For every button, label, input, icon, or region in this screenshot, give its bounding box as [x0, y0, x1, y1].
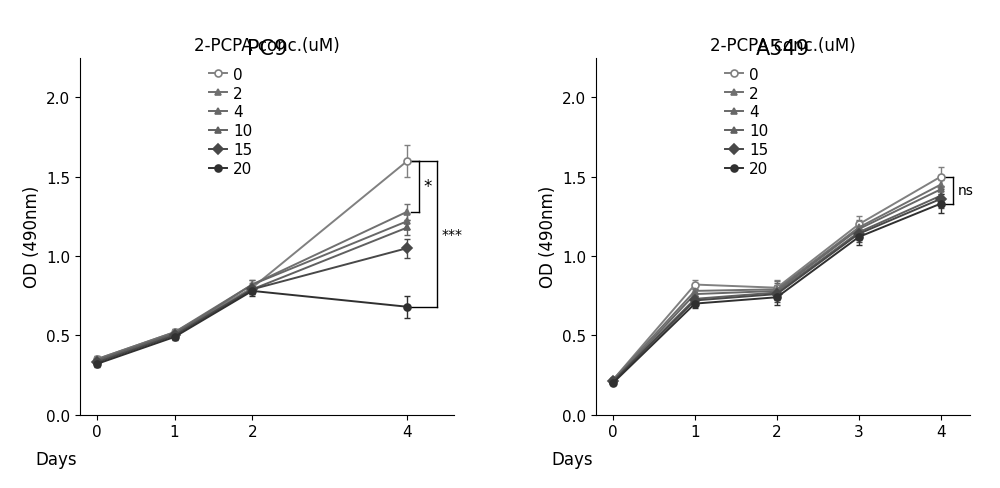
Text: Days: Days — [551, 450, 593, 468]
Title: PC9: PC9 — [247, 39, 287, 59]
Text: 2-PCPA conc.(uM): 2-PCPA conc.(uM) — [194, 37, 340, 55]
Text: ns: ns — [958, 184, 974, 198]
Legend: 0, 2, 4, 10, 15, 20: 0, 2, 4, 10, 15, 20 — [723, 66, 770, 178]
Text: Days: Days — [35, 450, 77, 468]
Text: *: * — [424, 178, 432, 196]
Y-axis label: OD (490nm): OD (490nm) — [23, 185, 41, 288]
Title: A549: A549 — [756, 39, 810, 59]
Text: ***: *** — [442, 227, 463, 241]
Text: 2-PCPA conc.(uM): 2-PCPA conc.(uM) — [710, 37, 856, 55]
Y-axis label: OD (490nm): OD (490nm) — [539, 185, 557, 288]
Legend: 0, 2, 4, 10, 15, 20: 0, 2, 4, 10, 15, 20 — [207, 66, 254, 178]
